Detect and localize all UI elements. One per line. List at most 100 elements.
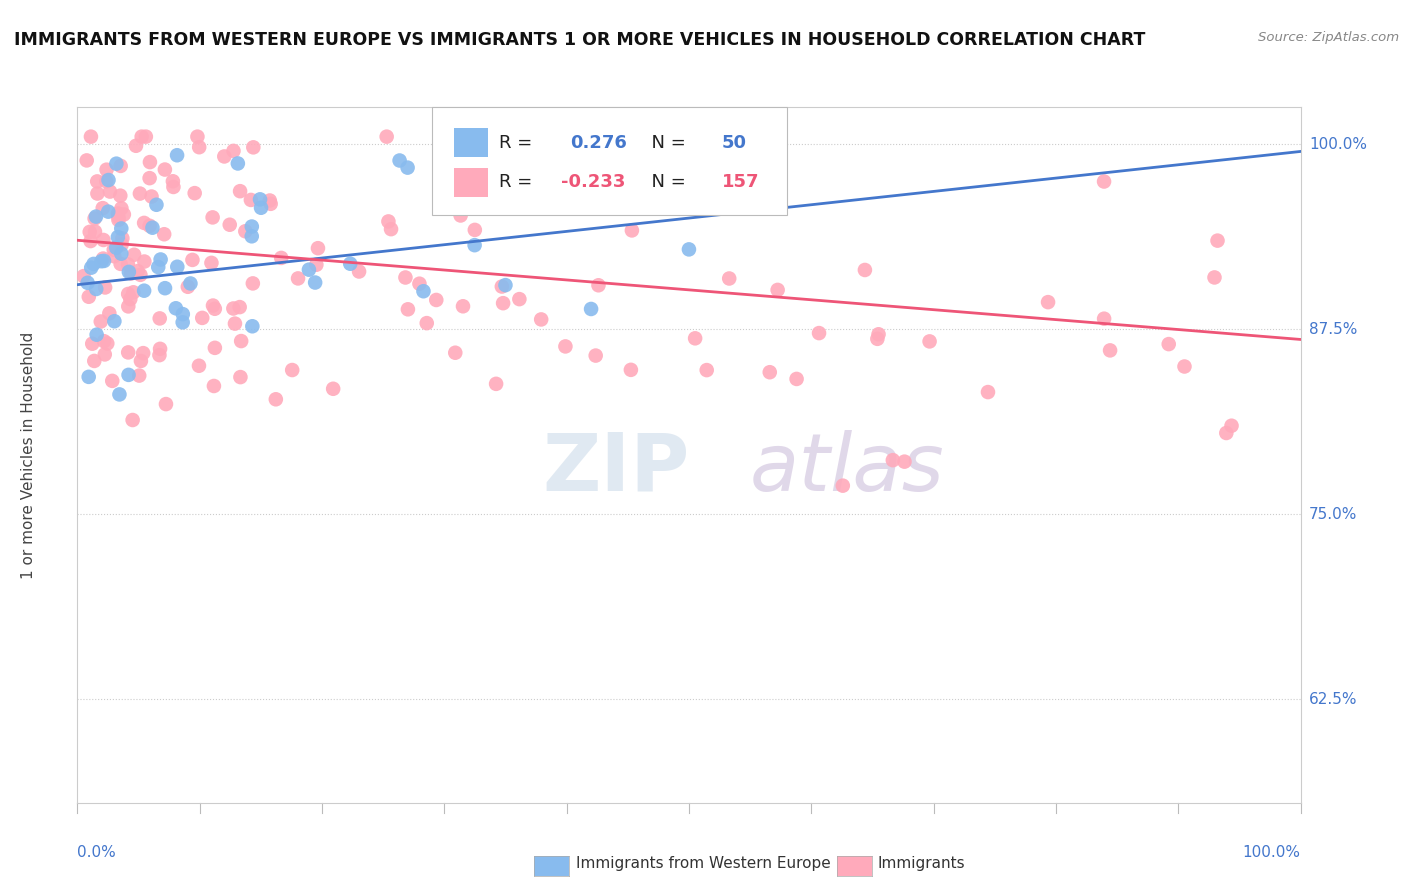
Point	[786, 372, 808, 386]
Point	[222, 301, 245, 316]
Point	[287, 271, 309, 285]
Point	[464, 238, 486, 252]
Point	[716, 146, 738, 161]
Point	[228, 300, 250, 314]
Point	[588, 278, 610, 293]
Point	[141, 189, 163, 203]
Point	[172, 315, 194, 329]
Text: 62.5%: 62.5%	[1309, 691, 1357, 706]
Point	[868, 327, 890, 342]
Point	[166, 148, 188, 162]
Text: 100.0%: 100.0%	[1243, 845, 1301, 860]
Point	[83, 257, 105, 271]
Point	[138, 219, 160, 233]
Point	[96, 336, 118, 351]
Point	[918, 334, 941, 349]
Point	[179, 277, 201, 291]
Text: -0.233: -0.233	[561, 173, 624, 191]
Point	[396, 161, 419, 175]
Point	[121, 413, 143, 427]
Point	[105, 156, 128, 170]
Point	[105, 241, 128, 255]
Text: Source: ZipAtlas.com: Source: ZipAtlas.com	[1258, 31, 1399, 45]
Point	[218, 218, 240, 232]
Point	[117, 287, 139, 301]
Point	[76, 276, 98, 290]
Text: 1 or more Vehicles in Household: 1 or more Vehicles in Household	[21, 331, 37, 579]
Point	[233, 224, 256, 238]
Point	[307, 241, 329, 255]
Point	[107, 211, 129, 225]
Point	[416, 316, 439, 330]
Point	[380, 222, 402, 236]
Point	[298, 262, 321, 277]
Point	[93, 254, 115, 268]
Point	[98, 185, 121, 199]
Point	[530, 312, 553, 326]
Point	[201, 211, 224, 225]
Point	[853, 263, 876, 277]
Point	[485, 376, 508, 391]
Point	[93, 233, 115, 247]
Point	[145, 198, 167, 212]
Point	[229, 370, 252, 384]
Point	[118, 265, 141, 279]
Point	[165, 301, 187, 316]
Point	[97, 173, 120, 187]
Point	[84, 282, 107, 296]
Point	[617, 202, 640, 216]
Point	[149, 252, 172, 267]
Point	[90, 314, 112, 328]
Point	[304, 276, 326, 290]
Point	[451, 299, 474, 313]
Point	[678, 243, 700, 257]
Point	[110, 257, 132, 271]
Point	[377, 214, 399, 228]
Point	[183, 186, 205, 201]
Point	[110, 221, 132, 235]
Point	[1215, 425, 1237, 440]
Point	[128, 368, 150, 383]
Point	[77, 290, 100, 304]
Point	[204, 341, 226, 355]
Point	[107, 206, 129, 220]
Point	[224, 317, 246, 331]
Point	[122, 248, 145, 262]
Text: IMMIGRANTS FROM WESTERN EUROPE VS IMMIGRANTS 1 OR MORE VEHICLES IN HOUSEHOLD COR: IMMIGRANTS FROM WESTERN EUROPE VS IMMIGR…	[14, 31, 1146, 49]
Point	[758, 365, 780, 379]
Point	[1173, 359, 1195, 374]
Point	[103, 243, 125, 257]
Point	[155, 397, 177, 411]
Point	[98, 306, 121, 320]
Point	[153, 281, 176, 295]
Point	[77, 369, 100, 384]
Point	[492, 296, 515, 310]
Point	[139, 155, 162, 169]
FancyBboxPatch shape	[432, 107, 787, 215]
Point	[553, 163, 575, 178]
Point	[683, 331, 706, 345]
Point	[86, 174, 108, 188]
Point	[554, 339, 576, 353]
Point	[129, 268, 152, 282]
FancyBboxPatch shape	[454, 128, 488, 157]
Point	[495, 278, 517, 293]
Point	[76, 153, 98, 168]
Point	[523, 199, 546, 213]
Text: Immigrants: Immigrants	[877, 856, 965, 871]
Point	[79, 225, 101, 239]
Point	[260, 196, 283, 211]
Point	[90, 254, 112, 268]
Point	[132, 346, 155, 360]
Point	[1092, 175, 1115, 189]
Point	[585, 349, 607, 363]
Text: N =: N =	[640, 134, 692, 152]
Point	[1036, 295, 1059, 310]
Point	[620, 363, 643, 377]
Point	[117, 257, 139, 271]
Point	[107, 213, 129, 227]
Text: 100.0%: 100.0%	[1309, 136, 1367, 152]
Point	[80, 129, 103, 144]
Point	[91, 252, 114, 266]
Point	[188, 359, 211, 373]
